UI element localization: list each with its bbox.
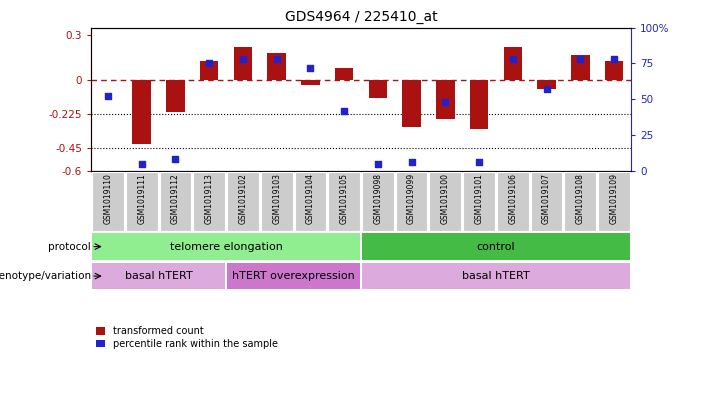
Text: GSM1019105: GSM1019105: [340, 173, 348, 224]
FancyBboxPatch shape: [328, 172, 360, 231]
FancyBboxPatch shape: [92, 172, 124, 231]
Text: GSM1019112: GSM1019112: [171, 173, 180, 224]
Bar: [369, 80, 387, 99]
FancyBboxPatch shape: [362, 172, 394, 231]
FancyBboxPatch shape: [396, 172, 428, 231]
Legend: transformed count, percentile rank within the sample: transformed count, percentile rank withi…: [96, 327, 278, 349]
Point: [575, 56, 586, 62]
Bar: [200, 61, 219, 80]
FancyBboxPatch shape: [362, 233, 630, 260]
Bar: [267, 53, 286, 80]
Bar: [436, 80, 455, 119]
Point: [372, 161, 383, 167]
Bar: [335, 68, 353, 80]
Text: GSM1019108: GSM1019108: [576, 173, 585, 224]
Point: [406, 159, 417, 165]
FancyBboxPatch shape: [160, 172, 191, 231]
FancyBboxPatch shape: [294, 172, 326, 231]
Bar: [537, 80, 556, 90]
FancyBboxPatch shape: [227, 172, 259, 231]
Point: [136, 161, 147, 167]
Bar: [233, 47, 252, 80]
Bar: [402, 80, 421, 127]
Point: [608, 56, 620, 62]
FancyBboxPatch shape: [598, 172, 630, 231]
Bar: [470, 80, 489, 129]
FancyBboxPatch shape: [497, 172, 529, 231]
Point: [508, 56, 519, 62]
Text: GSM1019110: GSM1019110: [104, 173, 112, 224]
Bar: [132, 80, 151, 144]
Text: GSM1019099: GSM1019099: [407, 173, 416, 224]
FancyBboxPatch shape: [193, 172, 225, 231]
FancyBboxPatch shape: [531, 172, 562, 231]
Point: [541, 86, 552, 92]
FancyBboxPatch shape: [126, 172, 158, 231]
Text: GSM1019106: GSM1019106: [508, 173, 517, 224]
Text: GSM1019102: GSM1019102: [238, 173, 247, 224]
Point: [339, 108, 350, 114]
FancyBboxPatch shape: [362, 263, 630, 289]
Title: GDS4964 / 225410_at: GDS4964 / 225410_at: [285, 10, 437, 24]
Text: protocol: protocol: [48, 242, 91, 252]
Text: GSM1019111: GSM1019111: [137, 173, 147, 224]
Text: GSM1019101: GSM1019101: [475, 173, 484, 224]
Point: [271, 56, 283, 62]
Point: [203, 60, 215, 66]
Text: GSM1019098: GSM1019098: [374, 173, 382, 224]
Text: GSM1019107: GSM1019107: [542, 173, 551, 224]
FancyBboxPatch shape: [227, 263, 360, 289]
Text: GSM1019100: GSM1019100: [441, 173, 450, 224]
Point: [473, 159, 484, 165]
Bar: [503, 47, 522, 80]
Point: [102, 93, 114, 99]
Point: [170, 156, 181, 163]
Text: control: control: [477, 242, 515, 252]
Text: basal hTERT: basal hTERT: [125, 271, 193, 281]
Bar: [571, 55, 590, 80]
FancyBboxPatch shape: [92, 263, 225, 289]
Text: telomere elongation: telomere elongation: [170, 242, 283, 252]
FancyBboxPatch shape: [261, 172, 292, 231]
Text: GSM1019103: GSM1019103: [272, 173, 281, 224]
FancyBboxPatch shape: [463, 172, 495, 231]
Bar: [605, 61, 623, 80]
Text: GSM1019104: GSM1019104: [306, 173, 315, 224]
Text: hTERT overexpression: hTERT overexpression: [232, 271, 355, 281]
Text: GSM1019113: GSM1019113: [205, 173, 214, 224]
Point: [305, 64, 316, 71]
FancyBboxPatch shape: [92, 233, 360, 260]
Text: genotype/variation: genotype/variation: [0, 271, 91, 281]
Point: [440, 99, 451, 105]
FancyBboxPatch shape: [430, 172, 461, 231]
Bar: [166, 80, 185, 112]
Text: GSM1019109: GSM1019109: [610, 173, 618, 224]
FancyBboxPatch shape: [564, 172, 596, 231]
Bar: [301, 80, 320, 85]
Point: [238, 56, 249, 62]
Text: basal hTERT: basal hTERT: [462, 271, 530, 281]
